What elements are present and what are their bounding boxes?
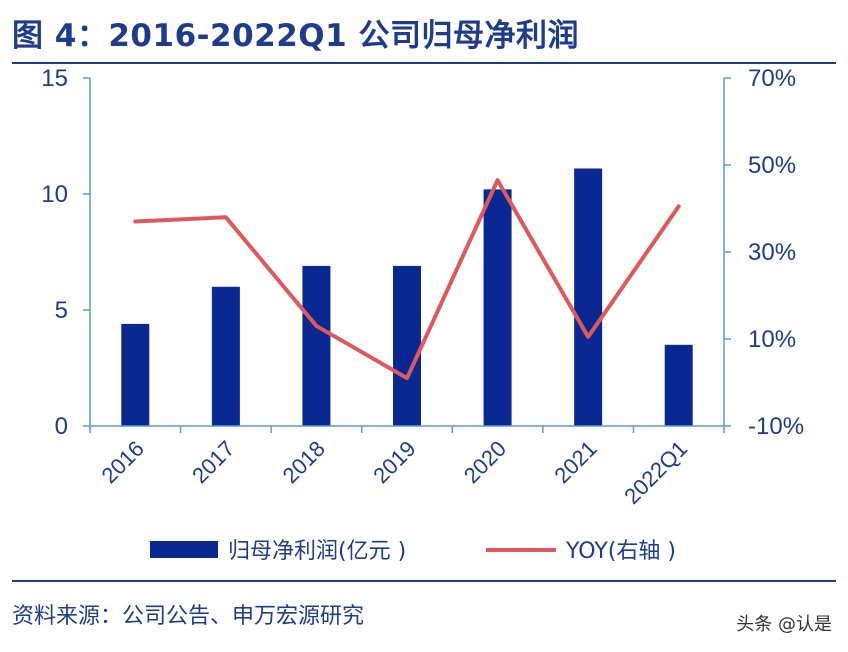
bar-2021 [574,168,603,427]
bar-2020 [483,189,512,426]
title-rule [12,62,836,64]
right-tick-label: -10% [748,413,804,440]
line-group [133,178,681,381]
x-tick-label: 2018 [278,436,330,488]
bar-2016 [121,323,150,426]
right-tick-label: 10% [748,326,796,353]
x-tick-label: 2016 [97,436,149,488]
right-tick-label: 30% [748,239,796,266]
bar-2022Q1 [664,344,693,426]
x-tick-label: 2017 [187,436,239,488]
chart-title: 图 4：2016-2022Q1 公司归母净利润 [12,18,580,54]
x-tick-label: 2019 [368,436,420,488]
right-tick-label: 70% [748,65,796,92]
right-tick-label: 50% [748,152,796,179]
x-tick-label: 2021 [549,436,601,488]
legend-bar-label: 归母净利润(亿元 ) [228,539,406,564]
watermark: 头条 @认是 [736,614,832,635]
x-tick-label: 2022Q1 [619,436,692,509]
legend-bar-swatch [150,541,218,558]
left-tick-label: 15 [41,65,68,92]
bar-2019 [393,265,421,426]
bars-group [121,168,693,427]
left-tick-label: 10 [41,181,68,208]
legend-line-label: YOY(右轴 ) [565,539,676,564]
legend: 归母净利润(亿元 ) YOY(右轴 ) [150,539,676,564]
x-tick-label: 2020 [459,436,511,488]
left-tick-label: 0 [55,413,68,440]
source-note: 资料来源：公司公告、申万宏源研究 [12,604,365,629]
left-tick-label: 5 [55,297,68,324]
footer-rule [12,580,836,582]
bar-2018 [302,265,331,426]
bar-2017 [211,286,240,426]
axes-group: 0 5 10 15 -10% 10% 30% 50% 70% 2016 2017 2018 2019 20… [41,65,804,509]
